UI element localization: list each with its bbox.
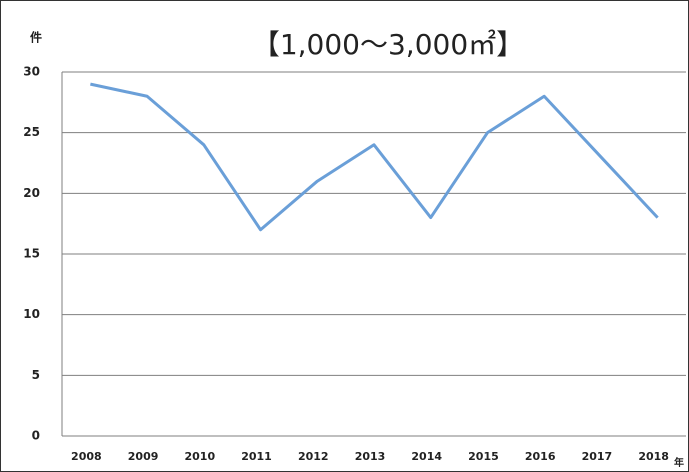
chart-title: 【1,000～3,000㎡】	[252, 28, 524, 61]
y-tick-label: 0	[32, 429, 40, 443]
x-tick-label: 2013	[355, 450, 386, 463]
x-tick-label: 2012	[298, 450, 329, 463]
y-tick-label: 30	[23, 65, 40, 79]
x-tick-label: 2009	[128, 450, 159, 463]
x-tick-label: 2008	[71, 450, 102, 463]
x-tick-label: 2017	[582, 450, 613, 463]
data-line	[90, 82, 659, 232]
y-tick-label: 20	[23, 186, 40, 200]
x-tick-label: 2015	[468, 450, 499, 463]
x-tick-label: 2014	[411, 450, 442, 463]
y-tick-label: 5	[32, 368, 40, 382]
y-tick-label: 15	[23, 247, 40, 261]
x-axis-label: 年	[674, 456, 684, 469]
y-axis-label: 件	[30, 30, 42, 45]
y-tick-label: 10	[23, 307, 40, 321]
x-tick-label: 2016	[525, 450, 556, 463]
x-tick-label: 2011	[241, 450, 272, 463]
y-tick-label: 25	[23, 125, 40, 139]
x-tick-label: 2018	[638, 450, 669, 463]
x-tick-label: 2010	[185, 450, 216, 463]
